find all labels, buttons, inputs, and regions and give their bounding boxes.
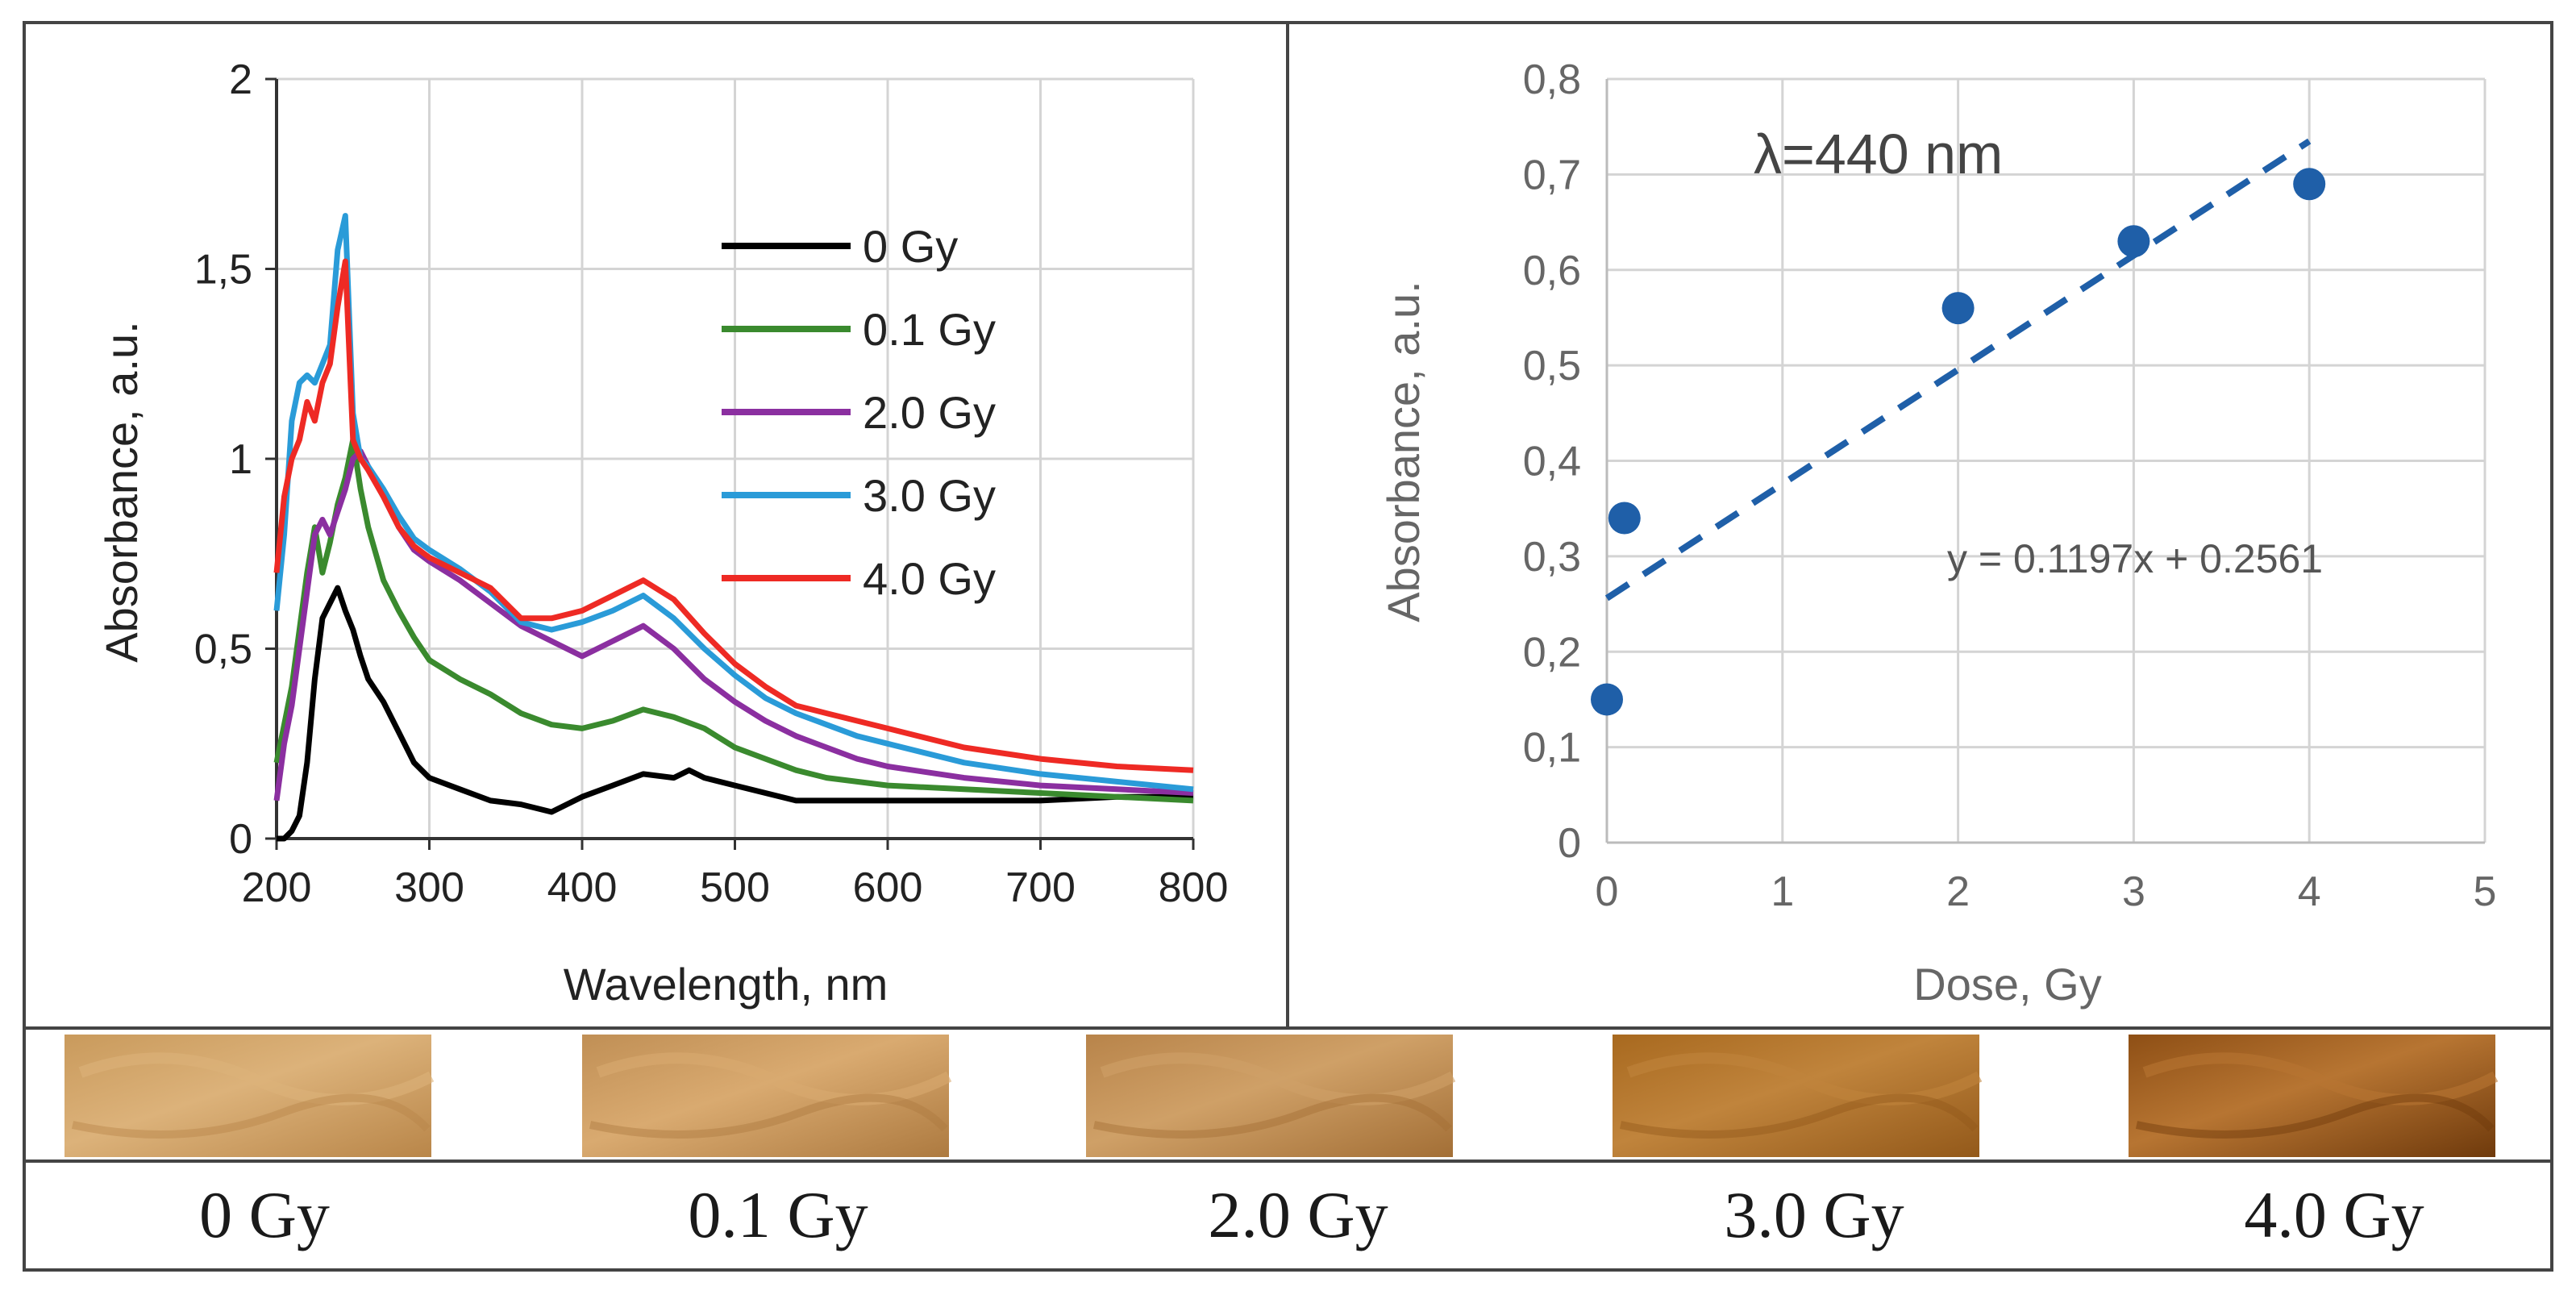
dose-response-chart: 0 1 2 3 4 5 0 0,1 0,2 0,3 0,4 0,5 0,6 0,7 0,8 λ=440 nm…	[1378, 56, 2496, 1010]
dose-trendline	[1604, 138, 2312, 602]
dose-x-tick-label: 5	[2474, 868, 2497, 915]
dose-data-point	[1608, 502, 1641, 535]
sample-caption: 4.0 Gy	[2244, 1178, 2424, 1251]
spectrum-legend: 0 Gy 0.1 Gy 2.0 Gy 3.0 Gy 4.0 Gy	[722, 221, 996, 604]
spectrum-y-tick-label: 0	[229, 816, 252, 863]
dose-y-tick-label: 0,2	[1523, 629, 1581, 676]
sample-swatches	[65, 1035, 2499, 1157]
dose-x-tick-label: 3	[2122, 868, 2145, 915]
sample-caption: 3.0 Gy	[1724, 1178, 1904, 1251]
spectrum-series-line	[273, 258, 1194, 773]
dose-data-point	[2293, 168, 2326, 201]
legend-entry-label: 2.0 Gy	[863, 387, 996, 438]
dose-points	[1591, 168, 2326, 716]
spectrum-y-tick-label: 1	[229, 436, 252, 483]
spectrum-x-tick-label: 400	[547, 864, 618, 911]
sample-caption: 2.0 Gy	[1208, 1178, 1388, 1251]
spectrum-y-tick-label: 0,5	[194, 627, 252, 673]
dose-y-tick-label: 0,7	[1523, 152, 1581, 198]
sample-swatch-texture	[78, 1052, 435, 1105]
dose-y-tick-label: 0,8	[1523, 56, 1581, 103]
legend-entry-label: 4.0 Gy	[863, 553, 996, 604]
dose-y-tick-label: 0,5	[1523, 343, 1581, 389]
spectrum-x-tick-label: 300	[394, 864, 464, 911]
spectrum-axes	[265, 77, 1195, 850]
sample-swatch-texture	[596, 1052, 952, 1105]
legend-entry-label: 0 Gy	[863, 221, 958, 272]
dose-x-axis-label: Dose, Gy	[1913, 959, 2101, 1010]
figure-frame	[23, 21, 2553, 1272]
dose-tick-labels: 0 1 2 3 4 5 0 0,1 0,2 0,3 0,4 0,5 0,6 0,7 0,8	[1523, 56, 2497, 915]
dose-y-tick-label: 0,1	[1523, 725, 1581, 772]
sample-swatch-texture	[1100, 1052, 1456, 1105]
spectrum-x-tick-label: 500	[700, 864, 770, 911]
dose-data-point	[1941, 292, 1975, 325]
sample-swatch-texture	[71, 1093, 431, 1139]
spectrum-x-axis-label: Wavelength, nm	[564, 959, 888, 1010]
wavelength-annotation: λ=440 nm	[1754, 123, 2003, 185]
dose-data-point	[2117, 225, 2150, 258]
sample-swatch-texture	[1092, 1093, 1452, 1139]
spectrum-series-line	[273, 448, 1194, 801]
trendline-equation: y = 0.1197x + 0.2561	[1947, 536, 2323, 581]
dose-x-tick-label: 2	[1946, 868, 1970, 915]
dose-grid	[1605, 77, 2487, 844]
spectrum-series-line	[273, 437, 1194, 804]
spectrum-x-tick-label: 200	[242, 864, 312, 911]
spectrum-x-tick-label: 600	[853, 864, 923, 911]
spectrum-series-line	[277, 585, 1193, 842]
spectrum-tick-labels: 200 300 400 500 600 700 800 0 0,5 1 1,5 2	[194, 56, 1229, 911]
dose-y-tick-label: 0	[1558, 820, 1581, 867]
spectrum-y-axis-label: Absorbance, a.u.	[96, 321, 147, 662]
dose-x-tick-label: 0	[1596, 868, 1619, 915]
sample-swatch-texture	[589, 1093, 948, 1139]
legend-entry-label: 3.0 Gy	[863, 470, 996, 521]
spectrum-y-tick-label: 2	[229, 56, 252, 103]
dose-y-axis-label: Absorbance, a.u.	[1378, 281, 1429, 622]
sample-caption: 0 Gy	[199, 1178, 330, 1251]
dose-x-tick-label: 4	[2298, 868, 2321, 915]
spectrum-chart: 200 300 400 500 600 700 800 0 0,5 1 1,5 2 0 Gy 0.1 G…	[96, 56, 1228, 1010]
spectrum-grid	[275, 77, 1195, 840]
sample-swatch-texture	[2142, 1052, 2499, 1105]
dose-y-tick-label: 0,4	[1523, 439, 1581, 485]
sample-swatch-texture	[2135, 1093, 2495, 1139]
spectrum-x-tick-label: 700	[1005, 864, 1076, 911]
sample-swatch-texture	[1619, 1093, 1979, 1139]
legend-entry-label: 0.1 Gy	[863, 304, 996, 355]
dose-y-tick-label: 0,6	[1523, 248, 1581, 294]
sample-caption: 0.1 Gy	[688, 1178, 868, 1251]
spectrum-series	[273, 213, 1194, 842]
spectrum-y-tick-label: 1,5	[194, 247, 252, 294]
dose-y-tick-label: 0,3	[1523, 534, 1581, 581]
spectrum-x-tick-label: 800	[1159, 864, 1229, 911]
sample-swatch-texture	[1626, 1052, 1983, 1105]
dose-data-point	[1591, 683, 1623, 716]
dose-x-tick-label: 1	[1771, 868, 1794, 915]
